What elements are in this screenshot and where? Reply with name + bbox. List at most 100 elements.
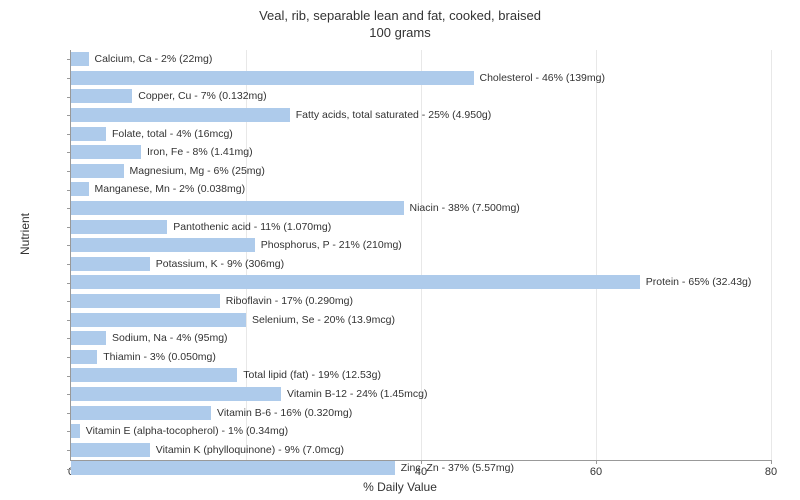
nutrient-bar bbox=[71, 424, 80, 438]
y-tick-mark bbox=[67, 283, 71, 284]
y-tick-mark bbox=[67, 171, 71, 172]
nutrient-bar-label: Riboflavin - 17% (0.290mg) bbox=[220, 295, 353, 307]
y-tick-mark bbox=[67, 301, 71, 302]
bar-row: Vitamin B-12 - 24% (1.45mcg) bbox=[71, 385, 771, 404]
bar-row: Thiamin - 3% (0.050mg) bbox=[71, 348, 771, 367]
bar-row: Vitamin K (phylloquinone) - 9% (7.0mcg) bbox=[71, 440, 771, 459]
nutrient-bar bbox=[71, 406, 211, 420]
y-tick-mark bbox=[67, 450, 71, 451]
x-tick-mark bbox=[771, 460, 772, 464]
bar-row: Phosphorus, P - 21% (210mg) bbox=[71, 236, 771, 255]
bar-row: Total lipid (fat) - 19% (12.53g) bbox=[71, 366, 771, 385]
nutrient-bar-label: Vitamin B-6 - 16% (0.320mg) bbox=[211, 407, 352, 419]
nutrient-bar-label: Selenium, Se - 20% (13.9mcg) bbox=[246, 314, 395, 326]
bar-row: Manganese, Mn - 2% (0.038mg) bbox=[71, 180, 771, 199]
bar-row: Vitamin B-6 - 16% (0.320mg) bbox=[71, 403, 771, 422]
y-tick-mark bbox=[67, 97, 71, 98]
nutrient-bar-label: Vitamin B-12 - 24% (1.45mcg) bbox=[281, 388, 427, 400]
bar-row: Folate, total - 4% (16mcg) bbox=[71, 124, 771, 143]
nutrient-bar-label: Folate, total - 4% (16mcg) bbox=[106, 128, 233, 140]
nutrient-bar bbox=[71, 108, 290, 122]
nutrient-bar bbox=[71, 294, 220, 308]
y-tick-mark bbox=[67, 469, 71, 470]
bar-row: Magnesium, Mg - 6% (25mg) bbox=[71, 162, 771, 181]
nutrient-bar-label: Vitamin E (alpha-tocopherol) - 1% (0.34m… bbox=[80, 425, 288, 437]
y-tick-mark bbox=[67, 431, 71, 432]
bar-row: Cholesterol - 46% (139mg) bbox=[71, 69, 771, 88]
nutrient-bar-label: Total lipid (fat) - 19% (12.53g) bbox=[237, 369, 381, 381]
y-tick-mark bbox=[67, 320, 71, 321]
nutrient-bar bbox=[71, 443, 150, 457]
y-tick-mark bbox=[67, 245, 71, 246]
nutrient-bar bbox=[71, 331, 106, 345]
bars-container: Calcium, Ca - 2% (22mg) Cholesterol - 46%… bbox=[71, 50, 771, 478]
bar-row: Vitamin E (alpha-tocopherol) - 1% (0.34m… bbox=[71, 422, 771, 441]
nutrient-bar bbox=[71, 313, 246, 327]
nutrient-bar-label: Phosphorus, P - 21% (210mg) bbox=[255, 239, 402, 251]
nutrient-bar-label: Protein - 65% (32.43g) bbox=[640, 276, 752, 288]
y-tick-mark bbox=[67, 190, 71, 191]
nutrient-bar bbox=[71, 257, 150, 271]
bar-row: Selenium, Se - 20% (13.9mcg) bbox=[71, 310, 771, 329]
y-tick-mark bbox=[67, 134, 71, 135]
y-tick-mark bbox=[67, 264, 71, 265]
nutrient-bar-label: Vitamin K (phylloquinone) - 9% (7.0mcg) bbox=[150, 444, 344, 456]
nutrient-bar-label: Manganese, Mn - 2% (0.038mg) bbox=[89, 183, 246, 195]
nutrient-bar bbox=[71, 368, 237, 382]
nutrient-bar bbox=[71, 52, 89, 66]
y-tick-mark bbox=[67, 413, 71, 414]
y-tick-mark bbox=[67, 78, 71, 79]
bar-row: Zinc, Zn - 37% (5.57mg) bbox=[71, 459, 771, 478]
nutrient-bar-label: Cholesterol - 46% (139mg) bbox=[474, 72, 605, 84]
bar-row: Pantothenic acid - 11% (1.070mg) bbox=[71, 217, 771, 236]
nutrient-bar-label: Pantothenic acid - 11% (1.070mg) bbox=[167, 221, 331, 233]
nutrition-chart: Veal, rib, separable lean and fat, cooke… bbox=[0, 0, 800, 500]
nutrient-bar bbox=[71, 71, 474, 85]
nutrient-bar bbox=[71, 89, 132, 103]
nutrient-bar bbox=[71, 220, 167, 234]
chart-title-line1: Veal, rib, separable lean and fat, cooke… bbox=[0, 8, 800, 25]
nutrient-bar bbox=[71, 201, 404, 215]
nutrient-bar-label: Niacin - 38% (7.500mg) bbox=[404, 202, 520, 214]
y-tick-mark bbox=[67, 152, 71, 153]
nutrient-bar bbox=[71, 461, 395, 475]
nutrient-bar bbox=[71, 145, 141, 159]
y-tick-mark bbox=[67, 394, 71, 395]
nutrient-bar-label: Sodium, Na - 4% (95mg) bbox=[106, 332, 228, 344]
nutrient-bar-label: Copper, Cu - 7% (0.132mg) bbox=[132, 90, 266, 102]
y-axis-label: Nutrient bbox=[18, 213, 32, 255]
nutrient-bar bbox=[71, 164, 124, 178]
nutrient-bar bbox=[71, 275, 640, 289]
bar-row: Riboflavin - 17% (0.290mg) bbox=[71, 292, 771, 311]
bar-row: Copper, Cu - 7% (0.132mg) bbox=[71, 87, 771, 106]
chart-title: Veal, rib, separable lean and fat, cooke… bbox=[0, 0, 800, 42]
bar-row: Calcium, Ca - 2% (22mg) bbox=[71, 50, 771, 69]
bar-row: Protein - 65% (32.43g) bbox=[71, 273, 771, 292]
nutrient-bar-label: Thiamin - 3% (0.050mg) bbox=[97, 351, 216, 363]
nutrient-bar-label: Zinc, Zn - 37% (5.57mg) bbox=[395, 462, 514, 474]
grid-line bbox=[771, 50, 772, 460]
nutrient-bar bbox=[71, 238, 255, 252]
bar-row: Iron, Fe - 8% (1.41mg) bbox=[71, 143, 771, 162]
y-tick-mark bbox=[67, 208, 71, 209]
bar-row: Potassium, K - 9% (306mg) bbox=[71, 255, 771, 274]
nutrient-bar-label: Magnesium, Mg - 6% (25mg) bbox=[124, 165, 265, 177]
y-tick-mark bbox=[67, 376, 71, 377]
bar-row: Fatty acids, total saturated - 25% (4.95… bbox=[71, 106, 771, 125]
nutrient-bar bbox=[71, 350, 97, 364]
nutrient-bar bbox=[71, 127, 106, 141]
nutrient-bar bbox=[71, 182, 89, 196]
nutrient-bar-label: Potassium, K - 9% (306mg) bbox=[150, 258, 284, 270]
bar-row: Sodium, Na - 4% (95mg) bbox=[71, 329, 771, 348]
y-tick-mark bbox=[67, 338, 71, 339]
nutrient-bar bbox=[71, 387, 281, 401]
nutrient-bar-label: Fatty acids, total saturated - 25% (4.95… bbox=[290, 109, 492, 121]
nutrient-bar-label: Calcium, Ca - 2% (22mg) bbox=[89, 53, 213, 65]
y-tick-mark bbox=[67, 59, 71, 60]
nutrient-bar-label: Iron, Fe - 8% (1.41mg) bbox=[141, 146, 253, 158]
y-tick-mark bbox=[67, 115, 71, 116]
y-tick-mark bbox=[67, 227, 71, 228]
bar-row: Niacin - 38% (7.500mg) bbox=[71, 199, 771, 218]
chart-title-line2: 100 grams bbox=[0, 25, 800, 42]
y-tick-mark bbox=[67, 357, 71, 358]
